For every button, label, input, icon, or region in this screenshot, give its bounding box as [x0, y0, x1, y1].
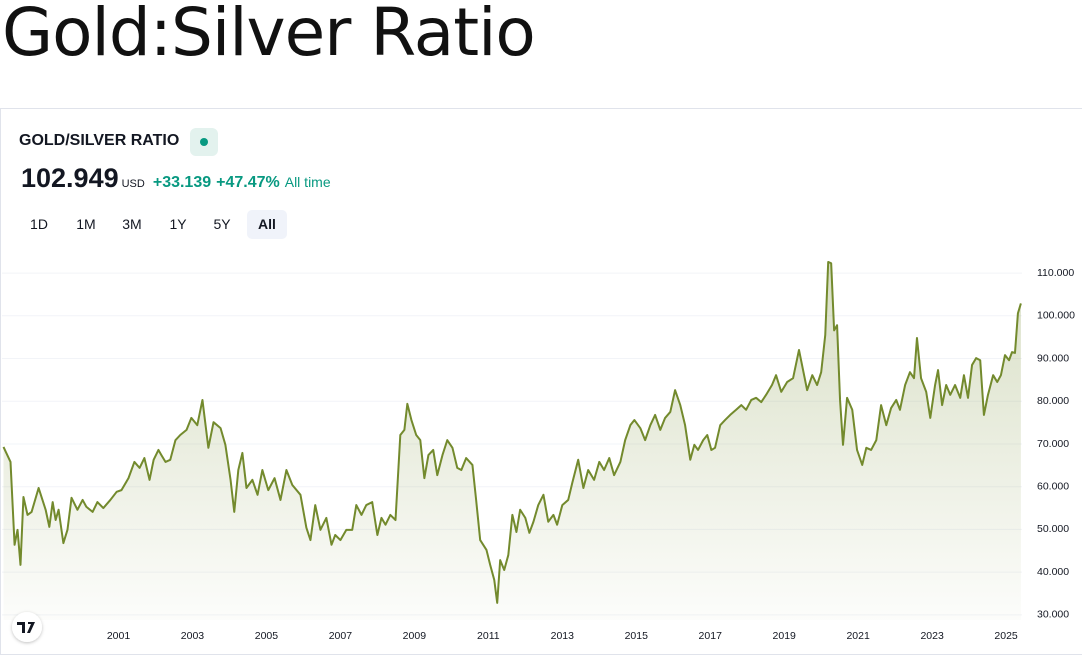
chart-widget: GOLD/SILVER RATIO 102.949 USD +33.139 +47.4… [0, 108, 1082, 655]
range-button[interactable]: 5Y [213, 216, 231, 232]
range-button[interactable]: 1Y [169, 216, 187, 232]
logo [12, 612, 42, 642]
x-tick-label: 2003 [181, 630, 205, 642]
x-tick-label: 2007 [329, 630, 353, 642]
price: 102.949 [21, 163, 119, 193]
y-tick-label: 30.000 [1037, 609, 1069, 621]
x-tick-label: 2021 [846, 630, 870, 642]
symbol: GOLD/SILVER RATIO [19, 132, 180, 149]
x-tick-label: 2009 [403, 630, 427, 642]
x-tick-label: 2025 [994, 630, 1018, 642]
y-tick-label: 90.000 [1037, 352, 1069, 364]
y-tick-label: 100.000 [1037, 310, 1075, 322]
y-tick-label: 60.000 [1037, 480, 1069, 492]
x-tick-label: 2015 [625, 630, 649, 642]
range-button[interactable]: 1M [76, 216, 96, 232]
currency: USD [121, 178, 145, 190]
quote: 102.949 USD +33.139 +47.47% All time [21, 163, 331, 194]
x-tick-label: 2005 [255, 630, 279, 642]
x-tick-label: 2013 [551, 630, 575, 642]
area-fill [3, 261, 1021, 620]
y-tick-label: 110.000 [1037, 267, 1074, 279]
price-line [2, 260, 1022, 604]
change-percent: +47.47% [216, 174, 280, 191]
y-tick-label: 80.000 [1037, 395, 1069, 407]
y-tick-label: 70.000 [1037, 438, 1069, 450]
change: +33.139 [152, 174, 212, 191]
y-tick-label: 40.000 [1037, 566, 1069, 578]
page-title: Gold:Silver Ratio [2, 0, 536, 71]
y-tick-label: 50.000 [1037, 523, 1069, 535]
x-tick-label: 2011 [477, 630, 500, 642]
status-badge [190, 128, 218, 156]
x-tick-label: 2017 [699, 630, 723, 642]
x-tick-label: 2019 [773, 630, 797, 642]
period: All time [284, 174, 331, 190]
x-tick-label: 2001 [107, 630, 131, 642]
range-button[interactable]: 3M [122, 216, 142, 232]
range-button[interactable]: All [247, 210, 287, 239]
x-tick-label: 2023 [920, 630, 944, 642]
range-button[interactable]: 1D [30, 216, 48, 232]
